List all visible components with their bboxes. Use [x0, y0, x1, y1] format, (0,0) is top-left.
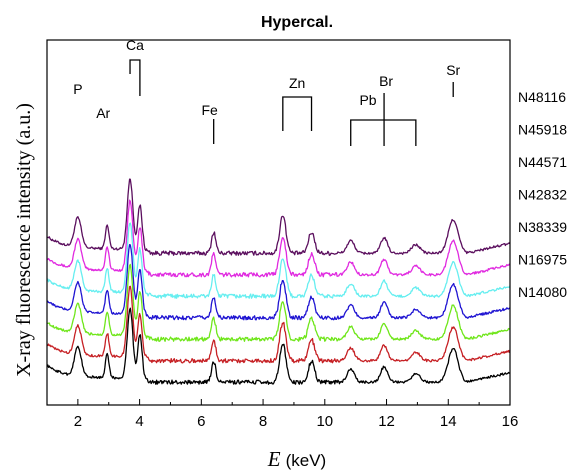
series-line-N45918 — [46, 199, 511, 278]
x-tick-label: 14 — [440, 413, 457, 430]
series-line-N48116 — [46, 178, 511, 256]
x-axis-symbol: E — [267, 447, 281, 471]
peak-marker — [350, 119, 417, 146]
series-label: N38339 — [518, 219, 567, 235]
series-line-N44571 — [46, 222, 511, 299]
x-tick-label: 4 — [135, 413, 143, 430]
x-tick-label: 12 — [378, 413, 395, 430]
series-label: N48116 — [518, 89, 566, 105]
peak-label: Sr — [446, 62, 460, 78]
peak-label: Br — [379, 73, 393, 89]
series-line-N38339 — [46, 263, 511, 342]
series-label: N45918 — [518, 122, 567, 138]
y-axis-label: X-ray fluorescence intensity (a.u.) — [13, 103, 35, 377]
series-layer — [46, 178, 511, 385]
x-tick-label: 16 — [502, 413, 519, 430]
series-line-N16975 — [46, 285, 511, 364]
series-line-N14080 — [46, 307, 511, 385]
peak-marker — [282, 96, 313, 131]
peak-label: Zn — [289, 75, 305, 91]
series-label: N44571 — [518, 154, 567, 170]
peak-label: Ar — [96, 105, 110, 121]
series-label: N42832 — [518, 187, 567, 203]
chart-title: Hypercal. — [261, 14, 333, 31]
x-axis-unit: (keV) — [286, 451, 327, 470]
x-tick-label: 10 — [316, 413, 333, 430]
peak-label: Ca — [126, 37, 144, 53]
plot-frame — [46, 39, 511, 406]
series-label: N14080 — [518, 284, 567, 300]
peak-label: P — [73, 81, 82, 97]
x-axis-label: E (keV) — [267, 447, 326, 471]
peak-label: Fe — [202, 102, 219, 118]
x-tick-label: 6 — [197, 413, 205, 430]
x-axis-ticks: 2 4 6 8 10 12 14 16 — [46, 399, 519, 430]
series-label: N16975 — [518, 252, 567, 268]
peak-marker — [129, 59, 141, 96]
series-labels: N48116 N45918 N44571 N42832 N38339 N16975 N140… — [518, 89, 567, 300]
x-tick-label: 8 — [259, 413, 267, 430]
x-tick-label: 2 — [74, 413, 82, 430]
series-line-N42832 — [46, 243, 511, 321]
peak-label: Pb — [359, 92, 376, 108]
